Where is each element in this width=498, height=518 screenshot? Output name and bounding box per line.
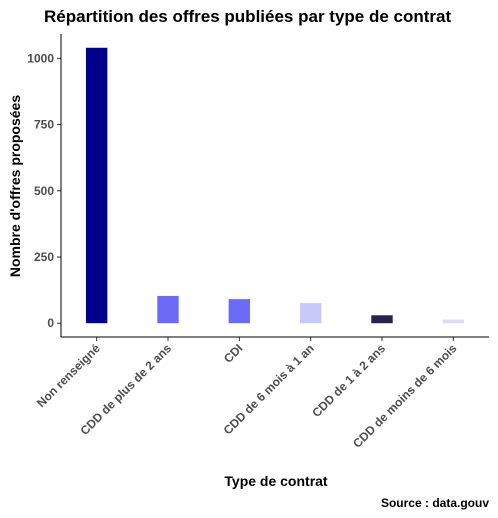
y-tick-label: 250 [34,250,54,264]
bar [228,299,251,324]
x-axis-title: Type de contrat [224,473,328,489]
bar [442,319,465,324]
chart-title: Répartition des offres publiées par type… [44,7,451,26]
bar [299,303,322,324]
y-axis-title: Nombre d'offres proposées [7,95,23,277]
x-tick-label: CDD de 1 à 2 ans [309,341,388,420]
x-tick-label: Non renseigné [34,341,103,410]
source-caption: Source : data.gouv [381,496,489,510]
bar [371,315,393,324]
bar [157,295,179,324]
bar [85,47,108,324]
y-tick-label: 750 [34,118,54,132]
y-tick-label: 0 [47,316,54,330]
y-axis: 0 250 500 750 1000 [27,34,62,337]
y-tick-label: 500 [34,184,54,198]
x-tick-label: CDI [221,341,246,366]
y-tick-label: 1000 [27,51,54,65]
bars [85,47,465,324]
